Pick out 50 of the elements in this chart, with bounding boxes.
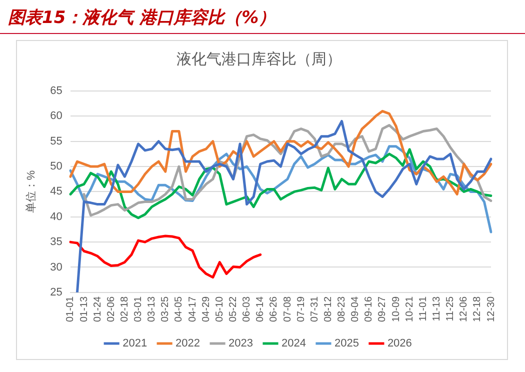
y-tick-label: 25 bbox=[50, 286, 62, 298]
y-tick-label: 60 bbox=[50, 110, 62, 122]
y-tick-label: 50 bbox=[50, 160, 62, 173]
x-tick-label: 06-14 bbox=[255, 296, 266, 322]
x-tick-label: 10-21 bbox=[404, 296, 416, 322]
x-tick-label: 07-08 bbox=[282, 296, 294, 322]
chart-title: 图表15：液化气 港口库容比（%） bbox=[0, 0, 525, 34]
x-tick-label: 07-19 bbox=[296, 296, 307, 322]
x-tick-label: 08-12 bbox=[322, 296, 334, 322]
x-tick-label: 09-04 bbox=[350, 296, 362, 322]
legend-label: 2021 bbox=[122, 338, 148, 350]
legend-label: 2026 bbox=[387, 338, 412, 350]
x-tick-label: 01-01 bbox=[65, 296, 76, 322]
x-tick-label: 11-13 bbox=[431, 296, 442, 322]
chart-subtitle: 液化气港口库容比（周） bbox=[176, 50, 342, 68]
x-tick-label: 08-23 bbox=[336, 296, 348, 322]
x-tick-label: 12-06 bbox=[458, 296, 470, 322]
x-tick-label: 03-13 bbox=[146, 296, 158, 322]
x-tick-label: 11-25 bbox=[445, 296, 456, 322]
legend-label: 2023 bbox=[228, 338, 254, 350]
x-tick-label: 01-13 bbox=[78, 296, 90, 322]
x-tick-label: 04-17 bbox=[187, 296, 198, 322]
x-tick-label: 04-29 bbox=[200, 296, 212, 322]
x-tick-label: 07-31 bbox=[309, 296, 320, 322]
x-tick-label: 09-27 bbox=[377, 296, 388, 322]
x-tick-label: 02-18 bbox=[119, 296, 130, 322]
y-axis-title: 单位：% bbox=[24, 170, 38, 214]
x-tick-label: 11-01 bbox=[418, 296, 429, 322]
x-tick-label: 03-25 bbox=[160, 296, 172, 322]
x-tick-label: 10-09 bbox=[390, 296, 402, 322]
x-tick-label: 05-10 bbox=[214, 296, 226, 322]
x-tick-label: 04-05 bbox=[174, 296, 185, 322]
x-tick-label: 06-26 bbox=[268, 296, 280, 322]
legend-label: 2022 bbox=[176, 338, 200, 350]
x-tick-label: 05-22 bbox=[228, 296, 239, 322]
y-tick-label: 55 bbox=[50, 135, 62, 148]
y-tick-label: 30 bbox=[50, 261, 62, 274]
x-tick-label: 12-30 bbox=[486, 296, 497, 322]
x-tick-label: 09-16 bbox=[364, 296, 375, 322]
y-tick-label: 65 bbox=[50, 85, 62, 98]
x-tick-label: 02-06 bbox=[106, 296, 117, 322]
x-tick-label: 03-01 bbox=[133, 296, 144, 322]
y-tick-label: 45 bbox=[50, 186, 62, 198]
y-tick-label: 35 bbox=[50, 236, 62, 248]
y-tick-label: 40 bbox=[50, 210, 62, 223]
x-tick-label: 12-18 bbox=[472, 296, 484, 322]
legend-label: 2025 bbox=[334, 338, 359, 350]
legend-label: 2024 bbox=[282, 338, 306, 350]
x-tick-label: 01-24 bbox=[92, 296, 104, 322]
x-tick-label: 06-03 bbox=[242, 296, 253, 322]
